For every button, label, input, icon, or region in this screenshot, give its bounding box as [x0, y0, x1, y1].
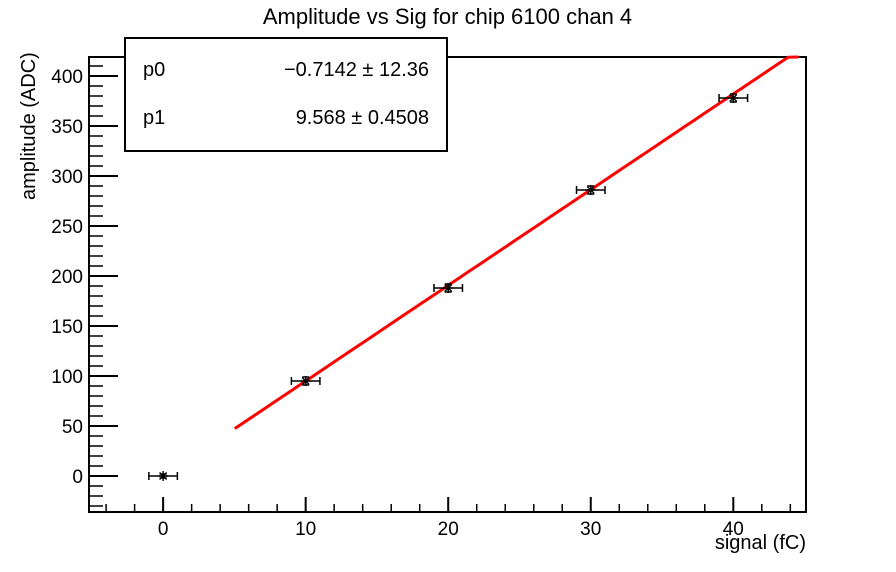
stat-param-name: p1	[143, 106, 166, 129]
x-axis-title: signal (fC)	[714, 532, 806, 554]
y-tick-label: 300	[51, 167, 83, 188]
y-tick-label: 50	[62, 417, 83, 438]
x-tick-label: 10	[295, 519, 316, 540]
y-tick-label: 200	[51, 267, 83, 288]
stat-param-value: −0.7142 ± 12.36	[284, 59, 429, 82]
stats-row-p0: p0 −0.7142 ± 12.36	[126, 59, 446, 82]
data-point-marker	[444, 283, 453, 293]
data-point-marker	[729, 93, 738, 103]
x-tick-label: 40	[723, 519, 744, 540]
x-tick-label: 20	[438, 519, 459, 540]
y-tick-label: 100	[51, 367, 83, 388]
data-point-marker	[301, 376, 310, 386]
y-tick-label: 400	[51, 67, 83, 88]
data-point-marker	[159, 471, 168, 481]
y-tick-label: 150	[51, 317, 83, 338]
y-axis-title: amplitude (ADC)	[18, 52, 40, 200]
data-point-marker	[586, 185, 595, 195]
y-tick-label: 250	[51, 217, 83, 238]
chart-title: Amplitude vs Sig for chip 6100 chan 4	[262, 4, 633, 29]
stat-param-name: p0	[143, 59, 166, 82]
stats-box: p0 −0.7142 ± 12.36 p1 9.568 ± 0.4508	[124, 37, 448, 152]
x-tick-label: 30	[580, 519, 601, 540]
stats-row-p1: p1 9.568 ± 0.4508	[126, 107, 446, 130]
y-tick-label: 350	[51, 117, 83, 138]
stat-param-value: 9.568 ± 0.4508	[295, 106, 429, 129]
x-tick-label: 0	[158, 519, 169, 540]
fit-line	[234, 55, 799, 430]
y-tick-label: 0	[72, 467, 83, 488]
